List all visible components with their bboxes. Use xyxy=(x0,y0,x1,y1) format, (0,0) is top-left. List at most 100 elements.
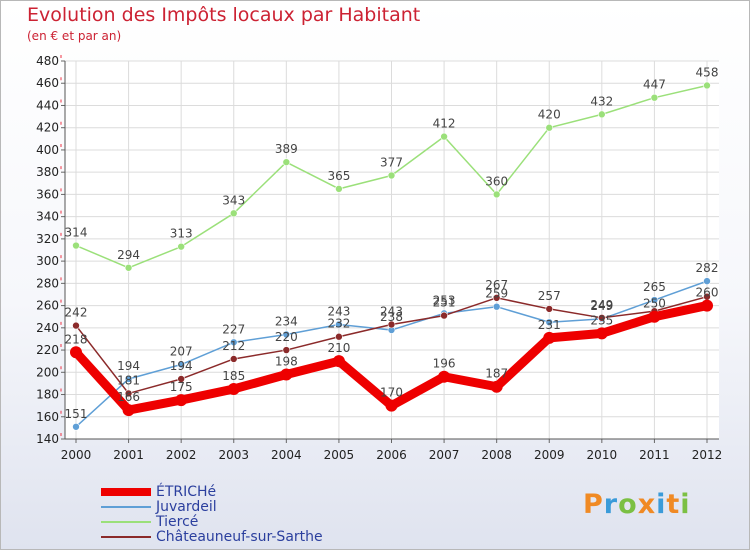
data-label: 265 xyxy=(643,280,666,294)
data-point xyxy=(175,394,188,407)
data-label: 458 xyxy=(696,65,719,79)
data-label: 194 xyxy=(117,359,140,373)
chart-subtitle: (en € et par an) xyxy=(27,29,122,43)
data-point xyxy=(124,389,133,398)
data-label: 257 xyxy=(538,289,561,303)
data-point xyxy=(229,338,238,347)
data-point xyxy=(229,209,238,218)
data-label: 432 xyxy=(590,94,613,108)
x-tick-label: 2008 xyxy=(481,448,512,462)
x-tick-label: 2006 xyxy=(376,448,407,462)
y-tick-label: 200 xyxy=(36,365,59,379)
data-label: 360 xyxy=(485,174,508,188)
data-point xyxy=(492,302,501,311)
legend-label-tierce: Tiercé xyxy=(156,514,199,530)
data-label: 365 xyxy=(327,169,350,183)
legend-label-chateauneuf: Châteauneuf-sur-Sarthe xyxy=(156,529,323,545)
data-label: 447 xyxy=(643,78,666,92)
chart-title: Evolution des Impôts locaux par Habitant xyxy=(27,4,421,26)
data-label: 238 xyxy=(380,310,403,324)
data-point xyxy=(703,81,711,90)
data-label: 412 xyxy=(433,117,456,131)
data-label: 198 xyxy=(275,355,298,369)
data-label: 235 xyxy=(590,313,613,327)
brand-letter: P xyxy=(583,489,604,520)
y-tick-label: 320 xyxy=(36,232,59,246)
data-label: 212 xyxy=(222,339,245,353)
brand-letter: i xyxy=(656,489,667,520)
data-label: 249 xyxy=(590,298,613,312)
legend-label-juvardeil: Juvardeil xyxy=(156,499,217,515)
data-label: 260 xyxy=(696,286,719,300)
y-tick-label: 300 xyxy=(36,254,59,268)
data-label: 181 xyxy=(117,373,140,387)
legend: ÉTRICHé Juvardeil Tiercé Châteauneuf-sur… xyxy=(101,484,361,545)
y-tick-label: 160 xyxy=(36,410,59,424)
data-label: 267 xyxy=(485,278,508,292)
data-label: 249 xyxy=(590,299,613,313)
data-label: 196 xyxy=(433,357,456,371)
data-label: 166 xyxy=(117,390,140,404)
data-point xyxy=(282,158,291,166)
data-point xyxy=(648,310,661,323)
data-point xyxy=(595,327,608,340)
data-point xyxy=(543,331,556,344)
x-tick-label: 2010 xyxy=(587,448,618,462)
data-label: 343 xyxy=(222,193,245,207)
data-label: 207 xyxy=(170,345,193,359)
data-point xyxy=(70,346,82,359)
data-label: 151 xyxy=(65,407,88,421)
data-point xyxy=(282,346,291,354)
data-point xyxy=(492,190,501,199)
legend-swatch-tierce xyxy=(101,521,151,523)
x-tick-label: 2000 xyxy=(61,448,92,462)
brand-letter: r xyxy=(603,489,619,520)
data-point xyxy=(124,375,133,383)
legend-item-juvardeil: Juvardeil xyxy=(101,499,361,515)
data-label: 210 xyxy=(327,341,350,355)
data-point xyxy=(598,110,606,119)
data-label: 377 xyxy=(380,156,403,170)
data-point xyxy=(490,380,503,393)
data-point xyxy=(335,185,343,193)
data-label: 259 xyxy=(485,287,508,301)
data-point xyxy=(335,332,343,341)
data-label: 185 xyxy=(222,369,245,383)
data-label: 314 xyxy=(65,226,88,240)
data-label: 243 xyxy=(380,304,403,318)
data-label: 313 xyxy=(170,227,193,241)
data-point xyxy=(124,263,133,272)
data-point xyxy=(72,321,80,330)
data-point xyxy=(438,370,451,383)
legend-label-etriche: ÉTRICHé xyxy=(156,484,217,500)
y-tick-label: 460 xyxy=(36,76,59,90)
legend-swatch-chateauneuf xyxy=(101,536,151,538)
y-tick-label: 280 xyxy=(36,276,59,290)
data-label: 243 xyxy=(327,304,350,318)
data-label: 282 xyxy=(696,261,719,275)
brand-letter: t xyxy=(666,489,681,520)
y-tick-label: 180 xyxy=(36,388,59,402)
legend-swatch-etriche xyxy=(101,488,151,496)
data-label: 253 xyxy=(433,293,456,307)
y-tick-label: 240 xyxy=(36,321,59,335)
data-label: 294 xyxy=(117,248,140,262)
data-point xyxy=(598,314,606,322)
brand-logo: Proxiti xyxy=(583,489,691,520)
data-label: 218 xyxy=(65,332,88,346)
data-point xyxy=(72,422,80,431)
y-tick-label: 220 xyxy=(36,343,59,357)
y-tick-label: 480 xyxy=(36,54,59,68)
y-tick-label: 260 xyxy=(36,299,59,313)
data-label: 234 xyxy=(275,314,298,328)
x-tick-label: 2004 xyxy=(271,448,302,462)
x-tick-label: 2011 xyxy=(639,448,670,462)
data-point xyxy=(545,123,554,132)
x-tick-label: 2009 xyxy=(534,448,565,462)
data-point xyxy=(280,368,293,381)
x-tick-label: 2002 xyxy=(166,448,197,462)
data-point xyxy=(545,318,554,327)
data-point xyxy=(335,320,343,329)
brand-letter: x xyxy=(637,489,657,520)
data-label: 187 xyxy=(485,367,508,381)
